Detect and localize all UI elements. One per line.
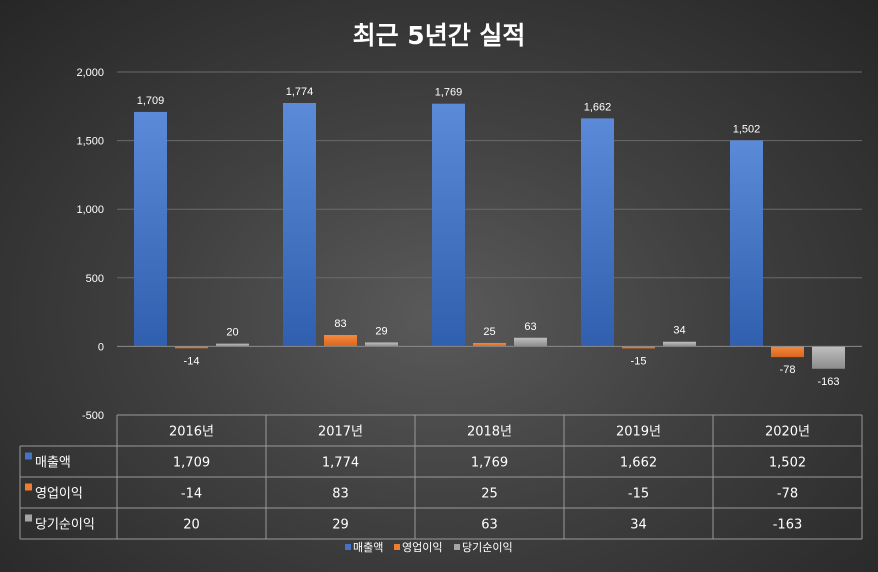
data-label: 1,769 xyxy=(435,87,463,99)
data-label: -78 xyxy=(780,364,796,376)
data-label: 1,662 xyxy=(584,101,612,113)
bar-매출액-2018년 xyxy=(432,103,465,347)
data-label: 1,502 xyxy=(733,123,761,135)
data-label: -15 xyxy=(631,355,647,367)
table-cell: 20 xyxy=(183,518,200,533)
table-cell: 34 xyxy=(630,518,647,533)
table-legend-key xyxy=(25,452,32,460)
y-tick-label: 1,500 xyxy=(76,136,104,148)
bar-매출액-2016년 xyxy=(134,111,167,347)
data-label: 29 xyxy=(375,325,387,337)
table-cell: -14 xyxy=(181,487,202,502)
legend-label: 영업이익 xyxy=(402,541,442,554)
table-cell: 1,774 xyxy=(322,456,359,471)
table-cell: 63 xyxy=(481,518,498,533)
bar-매출액-2019년 xyxy=(581,118,614,347)
table-cell: 1,662 xyxy=(620,456,657,471)
data-label: 20 xyxy=(226,327,238,339)
table-cell: 1,709 xyxy=(173,456,210,471)
bar-당기순이익-2018년 xyxy=(514,337,547,347)
table-cell: 1,769 xyxy=(471,456,508,471)
bar-당기순이익-2019년 xyxy=(663,341,696,347)
table-cell: -15 xyxy=(628,487,649,502)
bar-영업이익-2019년 xyxy=(622,346,655,349)
table-row-label: 당기순이익 xyxy=(35,518,95,533)
bar-영업이익-2017년 xyxy=(324,335,357,347)
legend-key xyxy=(345,544,351,550)
bar-영업이익-2018년 xyxy=(473,342,506,347)
table-row-label: 영업이익 xyxy=(35,487,83,502)
x-category-label: 2016년 xyxy=(169,425,214,440)
y-tick-label: 500 xyxy=(86,273,104,285)
data-label: 34 xyxy=(673,325,685,337)
chart-title: 최근 5년간 실적 xyxy=(352,21,526,50)
data-label: -163 xyxy=(817,376,839,388)
table-cell: -78 xyxy=(777,487,798,502)
table-cell: 25 xyxy=(481,487,498,502)
bar-영업이익-2016년 xyxy=(175,346,208,349)
bar-당기순이익-2017년 xyxy=(365,342,398,347)
data-label: 1,774 xyxy=(286,86,314,98)
y-tick-label: 0 xyxy=(98,341,104,353)
table-row-label: 매출액 xyxy=(35,456,71,471)
bar-매출액-2017년 xyxy=(283,103,316,347)
x-category-label: 2020년 xyxy=(765,425,810,440)
table-cell: -163 xyxy=(773,518,803,533)
y-tick-label: 1,000 xyxy=(76,204,104,216)
table-cell: 29 xyxy=(332,518,349,533)
data-label: 25 xyxy=(483,326,495,338)
table-cell: 83 xyxy=(332,487,349,502)
x-category-label: 2017년 xyxy=(318,425,363,440)
legend-label: 매출액 xyxy=(353,541,383,554)
data-label: 83 xyxy=(334,318,346,330)
y-tick-label: -500 xyxy=(82,410,104,422)
data-label: 63 xyxy=(524,321,536,333)
bar-당기순이익-2020년 xyxy=(812,346,845,369)
data-label: 1,709 xyxy=(137,95,165,107)
bar-매출액-2020년 xyxy=(730,140,763,347)
x-category-label: 2018년 xyxy=(467,425,512,440)
table-legend-key xyxy=(25,514,32,522)
data-label: -14 xyxy=(184,355,200,367)
legend-key xyxy=(454,544,460,550)
bar-당기순이익-2016년 xyxy=(216,343,249,347)
legend-key xyxy=(394,544,400,550)
y-tick-label: 2,000 xyxy=(76,67,104,79)
bar-영업이익-2020년 xyxy=(771,346,804,358)
table-cell: 1,502 xyxy=(769,456,806,471)
legend-label: 당기순이익 xyxy=(462,541,513,554)
table-legend-key xyxy=(25,483,32,491)
x-category-label: 2019년 xyxy=(616,425,661,440)
